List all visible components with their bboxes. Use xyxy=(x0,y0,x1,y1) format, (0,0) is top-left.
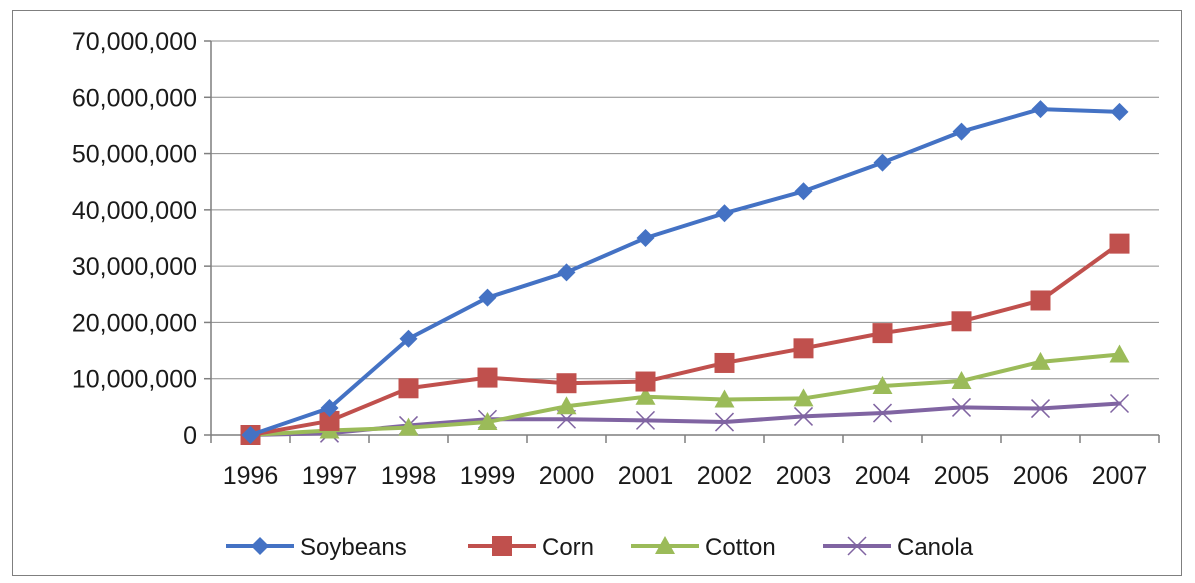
diamond-marker xyxy=(715,204,734,223)
x-marker-stroke xyxy=(714,412,735,432)
y-tick-label: 20,000,000 xyxy=(72,309,197,337)
diamond-marker xyxy=(1031,100,1050,119)
x-tick-label: 2001 xyxy=(618,462,674,490)
diamond-marker xyxy=(952,122,971,141)
x-marker-stroke xyxy=(793,406,814,426)
square-marker xyxy=(951,311,972,332)
x-tick-label: 2006 xyxy=(1013,462,1069,490)
legend-label: Corn xyxy=(542,534,594,561)
legend-label: Soybeans xyxy=(300,534,407,561)
legend-item-canola: Canola xyxy=(823,534,974,561)
series-cotton xyxy=(240,344,1130,443)
series-soybeans xyxy=(241,100,1129,444)
square-marker xyxy=(793,338,814,359)
triangle-marker xyxy=(951,370,972,389)
x-marker-stroke xyxy=(951,397,972,417)
y-tick-label: 40,000,000 xyxy=(72,197,197,225)
legend-item-soybeans: Soybeans xyxy=(226,534,407,561)
diamond-marker xyxy=(636,229,655,247)
chart-frame: 0 10,000,000 20,000,000 30,000,000 40,000,00… xyxy=(12,10,1182,576)
diamond-marker xyxy=(794,182,813,201)
square-marker xyxy=(492,536,512,556)
x-tick-label: 1999 xyxy=(460,462,516,490)
triangle-marker xyxy=(635,386,656,405)
square-marker xyxy=(477,367,498,388)
line-chart: 0 10,000,000 20,000,000 30,000,000 40,000,00… xyxy=(72,28,1160,561)
legend-label: Canola xyxy=(897,534,974,561)
x-marker xyxy=(872,403,893,423)
x-marker-stroke xyxy=(635,410,656,430)
triangle-marker xyxy=(714,389,735,408)
legend-item-cotton: Cotton xyxy=(631,534,776,561)
triangle-marker xyxy=(655,536,675,554)
x-tick-label: 1996 xyxy=(223,462,279,490)
gridlines xyxy=(211,40,1159,380)
x-marker xyxy=(1030,399,1051,419)
square-marker xyxy=(635,371,656,392)
x-tick-label: 1997 xyxy=(302,462,358,490)
diamond-marker xyxy=(241,426,260,444)
axes xyxy=(204,40,1160,443)
square-marker xyxy=(1109,233,1130,254)
triangle-marker xyxy=(398,417,419,436)
x-marker-stroke xyxy=(872,403,893,423)
diamond-marker xyxy=(873,153,892,172)
x-tick-label: 2005 xyxy=(934,462,990,490)
x-marker xyxy=(951,397,972,417)
triangle-marker xyxy=(1030,351,1051,370)
y-tick-label: 70,000,000 xyxy=(72,28,197,56)
x-tick-label: 1998 xyxy=(381,462,437,490)
diamond-marker xyxy=(399,329,418,348)
series-line xyxy=(248,107,1122,437)
x-marker xyxy=(793,406,814,426)
y-tick-label: 30,000,000 xyxy=(72,253,197,281)
triangle-marker xyxy=(1109,344,1130,363)
y-tick-label: 0 xyxy=(183,422,197,450)
triangle-marker xyxy=(556,396,577,415)
x-marker-stroke xyxy=(847,536,867,556)
series-line xyxy=(248,241,1122,437)
x-marker-stroke xyxy=(1030,399,1051,419)
x-tick-label: 2000 xyxy=(539,462,595,490)
triangle-marker xyxy=(793,388,814,407)
square-marker xyxy=(556,373,577,394)
diamond-marker xyxy=(251,537,269,555)
x-tick-label: 2002 xyxy=(697,462,753,490)
x-marker-stroke xyxy=(1109,393,1130,414)
y-tick-label: 50,000,000 xyxy=(72,141,197,169)
x-marker xyxy=(847,536,867,556)
x-tick-label: 2003 xyxy=(776,462,832,490)
square-marker xyxy=(319,410,340,431)
diamond-marker xyxy=(320,398,339,417)
x-tick-label: 2007 xyxy=(1092,462,1148,490)
diamond-marker xyxy=(478,288,497,307)
x-marker xyxy=(1109,393,1130,414)
series-corn xyxy=(240,233,1130,445)
y-axis-tick-labels: 0 10,000,000 20,000,000 30,000,000 40,000,00… xyxy=(72,28,197,450)
legend: Soybeans Corn Cotton Canola xyxy=(226,534,974,561)
x-tick-label: 2004 xyxy=(855,462,911,490)
square-marker xyxy=(714,352,735,373)
series-line xyxy=(248,352,1122,437)
x-marker xyxy=(714,412,735,432)
square-marker xyxy=(872,323,893,344)
diamond-marker xyxy=(1110,102,1129,121)
legend-label: Cotton xyxy=(705,534,776,561)
x-marker xyxy=(635,410,656,430)
square-marker xyxy=(1030,290,1051,311)
triangle-marker xyxy=(872,376,893,395)
y-tick-label: 60,000,000 xyxy=(72,84,197,112)
diamond-marker xyxy=(557,263,576,282)
y-tick-label: 10,000,000 xyxy=(72,366,197,394)
square-marker xyxy=(398,378,419,399)
x-axis-tick-labels: 1996 1997 1998 1999 2000 2001 2002 2003 2004 2005… xyxy=(223,462,1148,490)
triangle-marker xyxy=(477,412,498,431)
legend-item-corn: Corn xyxy=(468,534,594,561)
series-lines xyxy=(240,100,1130,445)
